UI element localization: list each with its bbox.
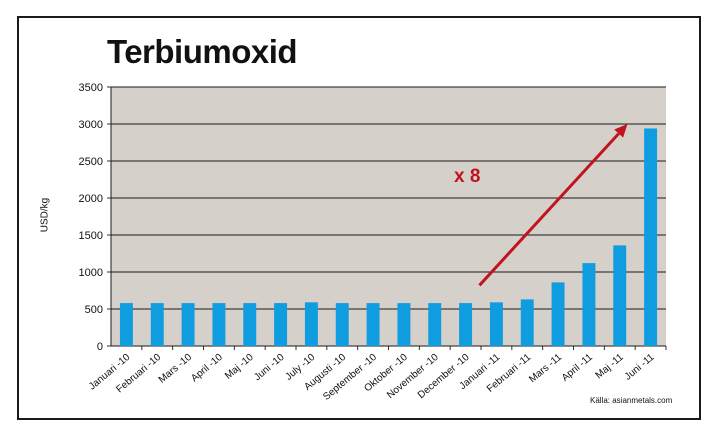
x-tick-label: Juni -11 [623, 352, 657, 383]
x-tick-label: September -10 [321, 352, 379, 403]
chart-title: Terbiumoxid [107, 33, 298, 70]
bar [459, 303, 473, 346]
bar [243, 303, 257, 346]
bar [489, 302, 503, 346]
y-axis-label: USD/kg [39, 197, 51, 233]
x-tick-label: Mars -10 [157, 352, 195, 386]
bar [582, 263, 596, 346]
y-tick-label: 500 [85, 304, 103, 316]
bar [366, 303, 380, 346]
bar [428, 303, 442, 346]
y-tick-label: 2500 [79, 156, 103, 168]
x-tick-label: April -11 [560, 352, 595, 384]
y-tick-label: 3500 [79, 82, 103, 94]
x-tick-label: Juni -10 [252, 352, 287, 384]
growth-arrow-shaft [478, 132, 620, 287]
y-tick-label: 3000 [79, 119, 103, 131]
bar [551, 282, 565, 346]
bar [119, 303, 133, 346]
bar [644, 128, 658, 346]
source-note: Källa: asianmetals.com [590, 396, 673, 405]
growth-arrow-head [614, 124, 628, 138]
bar [397, 303, 411, 346]
x-tick-label: Mars -11 [527, 352, 564, 386]
bar [274, 303, 288, 346]
x-tick-label: Maj -11 [594, 352, 626, 382]
bar [335, 303, 349, 346]
bar [520, 299, 534, 346]
y-tick-label: 0 [97, 341, 103, 353]
bar [212, 303, 226, 346]
x-tick-label: Maj -10 [223, 352, 256, 382]
plot-area [111, 87, 666, 346]
bar [181, 303, 195, 346]
y-tick-label: 1000 [79, 267, 103, 279]
growth-annotation: x 8 [454, 166, 481, 187]
x-tick-label: April -10 [189, 352, 225, 385]
y-tick-label: 1500 [79, 230, 103, 242]
bar [304, 302, 318, 346]
y-tick-label: 2000 [79, 193, 103, 205]
bar [150, 303, 164, 346]
bar [613, 245, 627, 346]
